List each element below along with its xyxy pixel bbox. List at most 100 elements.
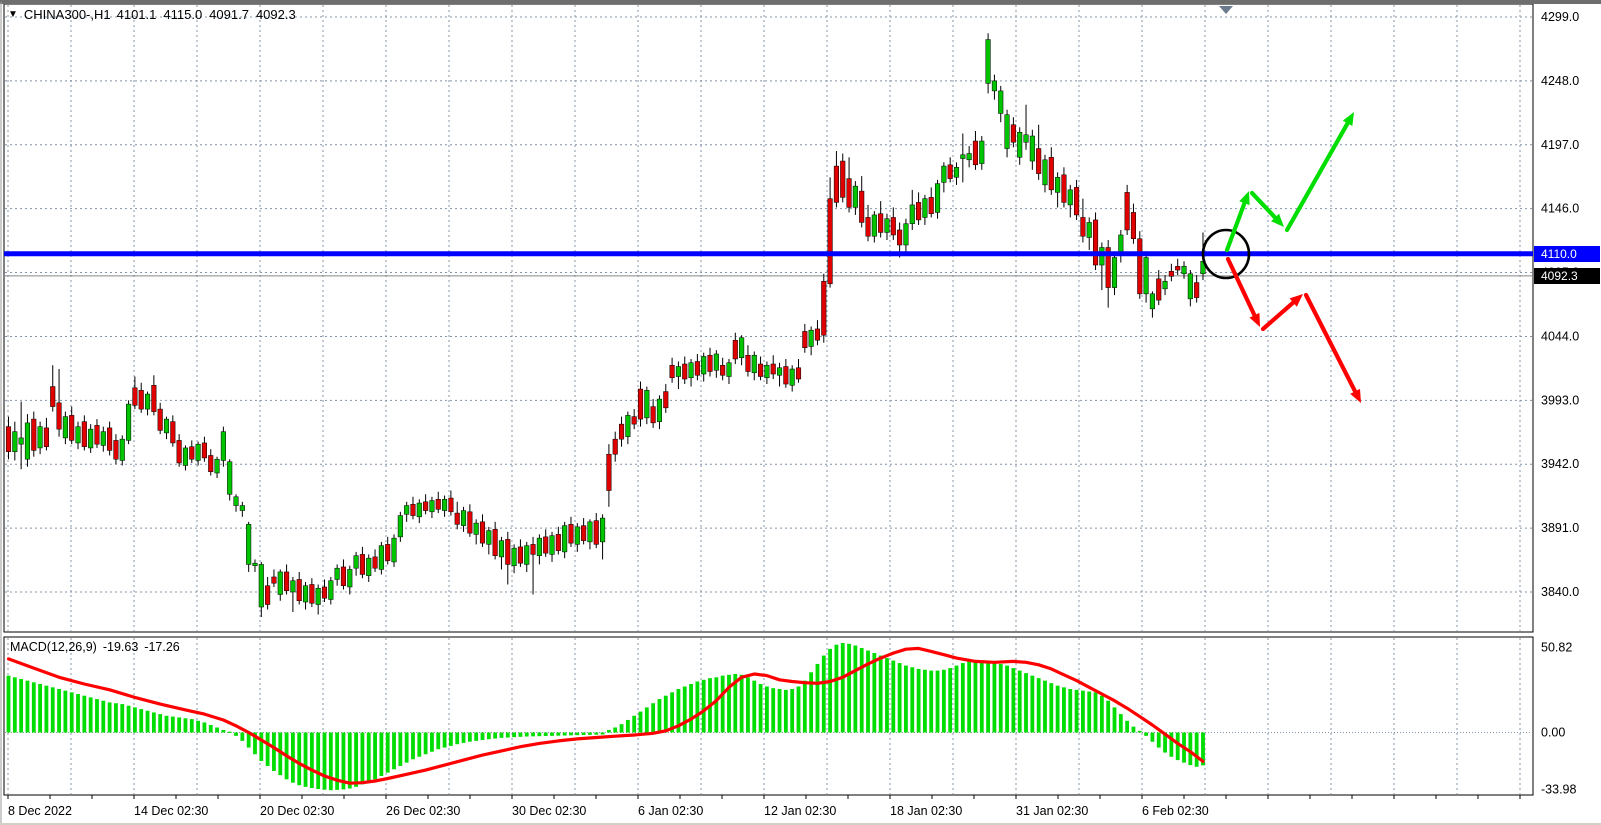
candle-body-bear — [138, 390, 144, 410]
macd-bar — [50, 687, 55, 733]
main-panel[interactable] — [3, 3, 1534, 633]
macd-bar — [234, 732, 238, 736]
candle-body-bear — [1194, 282, 1200, 298]
candle-body-bear — [170, 421, 176, 444]
resistance-price-badge[interactable]: 4110.0 — [1534, 246, 1600, 262]
candle-body-bear — [833, 165, 839, 203]
candle-body-bear — [618, 423, 625, 440]
candle-body-bull — [442, 499, 448, 511]
bullish-scenario-arrow[interactable] — [1284, 112, 1354, 233]
macd-bar — [733, 673, 738, 733]
macd-tick-label: 0.00 — [1541, 726, 1565, 740]
candle-body-bear — [1061, 174, 1067, 203]
macd-bar — [790, 689, 795, 733]
candle-body-bear — [694, 361, 700, 376]
candle-body-bear — [878, 213, 884, 233]
candle-body-bull — [764, 365, 770, 379]
macd-bar — [12, 677, 17, 733]
macd-bar — [600, 732, 605, 735]
macd-bar — [19, 678, 24, 733]
bearish-scenario-arrow[interactable] — [1303, 292, 1361, 403]
candle-body-bull — [353, 555, 359, 569]
candle-body-bear — [555, 534, 561, 551]
macd-bar — [569, 732, 573, 736]
macd-bar — [404, 732, 409, 763]
macd-bar — [316, 732, 321, 790]
macd-bar — [796, 686, 801, 733]
time-axis[interactable]: 8 Dec 2022 14 Dec 02:30 20 Dec 02:30 26 Dec… — [7, 795, 1521, 818]
candle-body-bull — [1149, 293, 1155, 310]
candle-body-bear — [1105, 247, 1111, 288]
macd-bar — [442, 732, 447, 748]
macd-bar — [360, 732, 365, 785]
macd-bar — [581, 732, 586, 736]
candle-body-bull — [1055, 177, 1061, 193]
macd-bar — [948, 668, 953, 733]
candle-body-bear — [972, 140, 979, 166]
bullish-scenario-arrow[interactable] — [1249, 190, 1284, 227]
macd-bar — [1201, 732, 1205, 766]
macd-bar — [828, 648, 832, 733]
candle-body-bull — [416, 502, 422, 518]
price-tick-label: 4146.0 — [1541, 202, 1579, 216]
candle-body-bull — [1111, 257, 1118, 288]
chart-shift-marker-icon[interactable] — [1219, 6, 1233, 14]
bullish-scenario-arrow[interactable] — [1224, 191, 1250, 253]
candle-body-bear — [682, 363, 688, 380]
macd-bar — [423, 732, 428, 755]
arrow-line — [1284, 121, 1350, 233]
macd-bar — [499, 732, 504, 738]
macd-bar — [373, 732, 377, 780]
candle-body-bear — [947, 164, 953, 179]
macd-bar — [847, 643, 851, 733]
macd-bar — [840, 643, 845, 733]
macd-bar — [1011, 668, 1016, 733]
time-label: 14 Dec 02:30 — [134, 804, 208, 818]
arrow-line — [1303, 292, 1358, 394]
macd-bar — [208, 724, 213, 733]
candle-body-bear — [865, 217, 871, 237]
arrow-line — [1249, 190, 1278, 220]
candle-body-bull — [600, 517, 606, 543]
macd-bar — [1131, 726, 1136, 733]
macd-bar — [998, 663, 1003, 733]
macd-bar — [392, 732, 396, 770]
candle-body-bull — [1181, 266, 1187, 275]
macd-bar — [935, 670, 940, 733]
candle-body-bear — [151, 385, 157, 412]
price-axis[interactable]: 4299.04248.04197.04146.04095.04044.03993… — [1541, 10, 1579, 796]
macd-indicator-label: MACD(12,26,9) -19.63 -17.26 — [10, 640, 180, 654]
macd-bar — [430, 732, 434, 752]
macd-bar — [941, 669, 946, 733]
bearish-scenario-arrow[interactable] — [1260, 294, 1303, 332]
macd-bar — [505, 732, 510, 738]
bearish-scenario-arrow[interactable] — [1225, 256, 1260, 327]
candle-body-bull — [625, 415, 631, 437]
macd-bar — [366, 732, 371, 782]
macd-bar — [524, 732, 529, 737]
macd-bar — [897, 663, 902, 733]
candle-body-bear — [69, 415, 75, 441]
macd-bar — [133, 707, 137, 733]
time-label: 8 Dec 2022 — [8, 804, 72, 818]
candle-body-bull — [587, 521, 593, 543]
macd-bar — [746, 677, 750, 733]
candle-body-bear — [43, 427, 49, 447]
arrow-line — [1260, 300, 1296, 332]
macd-bar — [543, 732, 548, 737]
candle-body-bear — [543, 536, 549, 554]
macd-main-value: -19.63 — [102, 640, 139, 654]
macd-bar — [253, 732, 257, 755]
ohlc-readout: 4101.1 4115.0 4091.7 4092.3 — [117, 7, 296, 22]
macd-bar — [1118, 714, 1123, 733]
macd-bar — [872, 653, 877, 733]
macd-bar — [278, 732, 283, 776]
symbol-dropdown-icon[interactable]: ▼ — [8, 9, 18, 20]
candle-body-bear — [309, 584, 315, 604]
macd-bar — [632, 715, 637, 733]
macd-bar — [992, 662, 997, 733]
time-label: 26 Dec 02:30 — [386, 804, 460, 818]
macd-bar — [31, 682, 36, 733]
decision-circle-annotation[interactable] — [1201, 228, 1251, 280]
